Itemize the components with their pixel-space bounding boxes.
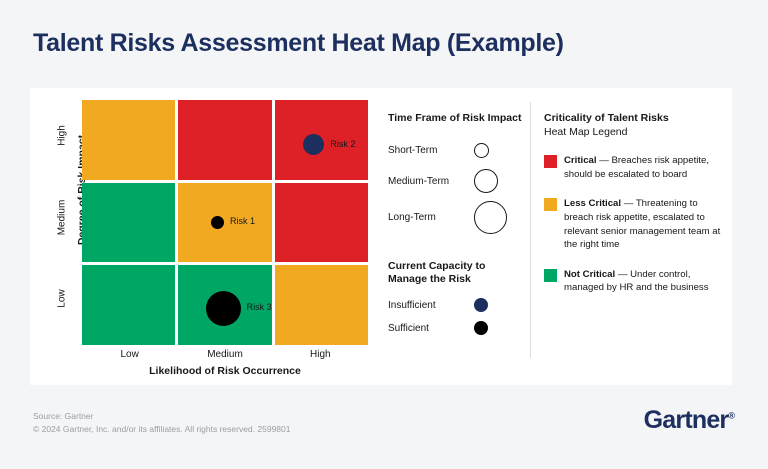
- x-axis-title: Likelihood of Risk Occurrence: [149, 365, 301, 377]
- time-frame-label-short-term: Short-Term: [388, 144, 438, 156]
- x-axis-ticks: Low Medium High: [82, 349, 368, 360]
- time-frame-item-short-term: Short-Term: [388, 139, 538, 161]
- criticality-term-less-critical: Less Critical: [564, 198, 622, 210]
- criticality-legend-subheading: Heat Map Legend: [544, 126, 628, 139]
- criticality-description-not-critical: — Under control, managed by HR and the b…: [564, 268, 709, 294]
- heatmap-chart: Degree of Risk Impact High Medium Low Ri…: [30, 88, 380, 385]
- criticality-term-critical: Critical: [564, 155, 597, 167]
- risk-bubble-label-risk-3: Risk 3: [246, 302, 272, 313]
- time-frame-legend-heading: Time Frame of Risk Impact: [388, 112, 522, 124]
- capacity-legend-heading-line1: Current Capacity to: [388, 260, 486, 273]
- page-title: Talent Risks Assessment Heat Map (Exampl…: [33, 29, 564, 57]
- footer-source: Source: Gartner: [33, 411, 94, 421]
- time-frame-label-long-term: Long-Term: [388, 212, 436, 224]
- footer-copyright: © 2024 Gartner, Inc. and/or its affiliat…: [33, 424, 291, 434]
- capacity-item-insufficient: Insufficient: [388, 298, 538, 313]
- time-frame-label-medium-term: Medium-Term: [388, 175, 450, 187]
- x-axis-tick-high: High: [310, 349, 331, 360]
- heatmap-cell[interactable]: [82, 182, 176, 263]
- circle-size-medium-icon: [474, 169, 498, 194]
- capacity-label-sufficient: Sufficient: [388, 322, 429, 334]
- filled-circle-black-icon: [474, 321, 488, 336]
- content-card: Degree of Risk Impact High Medium Low Ri…: [30, 88, 732, 385]
- risk-bubble-risk-3[interactable]: [205, 290, 241, 326]
- criticality-text-critical: Critical — Breaches risk appetite, shoul…: [564, 154, 726, 181]
- criticality-legend-heading: Criticality of Talent Risks: [544, 112, 669, 124]
- heatmap-cell[interactable]: Risk 3: [178, 265, 272, 345]
- color-swatch-red-icon: [544, 155, 557, 169]
- y-axis-tick-high: High: [56, 125, 68, 146]
- logo-wordmark: Gartner: [643, 406, 730, 434]
- time-frame-item-medium-term: Medium-Term: [388, 169, 538, 194]
- criticality-description-less-critical: — Threatening to breach risk appetite, e…: [564, 198, 721, 251]
- heatmap-cell[interactable]: [274, 265, 368, 345]
- heatmap-cell[interactable]: [178, 100, 272, 180]
- time-frame-item-long-term: Long-Term: [388, 201, 538, 235]
- risk-bubble-risk-1[interactable]: [211, 215, 225, 229]
- y-axis-tick-medium: Medium: [56, 199, 68, 236]
- gartner-logo: Gartner®: [644, 406, 735, 435]
- criticality-description-critical: — Breaches risk appetite, should be esca…: [564, 155, 710, 180]
- capacity-label-insufficient: Insufficient: [388, 299, 436, 311]
- legend-divider: [530, 102, 531, 358]
- capacity-item-sufficient: Sufficient: [388, 321, 538, 336]
- criticality-item-critical: Critical — Breaches risk appetite, shoul…: [544, 154, 726, 181]
- size-and-capacity-legend: Time Frame of Risk Impact Short-Term Med…: [388, 112, 538, 336]
- criticality-item-less-critical: Less Critical — Threatening to breach ri…: [544, 197, 726, 251]
- risk-bubble-label-risk-2: Risk 2: [330, 138, 356, 149]
- y-axis-tick-low: Low: [56, 289, 68, 308]
- color-swatch-amber-icon: [544, 198, 557, 212]
- x-axis-tick-low: Low: [120, 349, 139, 360]
- heatmap-cell[interactable]: [82, 265, 176, 345]
- criticality-legend: Criticality of Talent Risks Heat Map Leg…: [544, 112, 726, 295]
- risk-bubble-risk-2[interactable]: [303, 134, 325, 156]
- circle-size-large-icon: [474, 201, 507, 235]
- filled-circle-navy-icon: [474, 298, 488, 313]
- color-swatch-green-icon: [544, 268, 557, 282]
- heatmap-cell[interactable]: [274, 182, 368, 263]
- heatmap-cell[interactable]: Risk 1: [178, 182, 272, 263]
- criticality-text-not-critical: Not Critical — Under control, managed by…: [564, 268, 726, 295]
- heatmap-cell[interactable]: [82, 100, 176, 180]
- criticality-term-not-critical: Not Critical: [564, 268, 616, 280]
- criticality-item-not-critical: Not Critical — Under control, managed by…: [544, 268, 726, 295]
- capacity-legend-heading-line2: Manage the Risk: [388, 273, 471, 286]
- heatmap-cell[interactable]: Risk 2: [274, 100, 368, 180]
- risk-bubble-label-risk-1: Risk 1: [230, 216, 256, 227]
- x-axis-tick-medium: Medium: [207, 349, 243, 360]
- circle-size-small-icon: [474, 142, 489, 158]
- logo-registered-mark: ®: [728, 410, 735, 421]
- heatmap-grid: Risk 2 Risk 1 Risk 3: [82, 100, 368, 345]
- criticality-text-less-critical: Less Critical — Threatening to breach ri…: [564, 197, 726, 251]
